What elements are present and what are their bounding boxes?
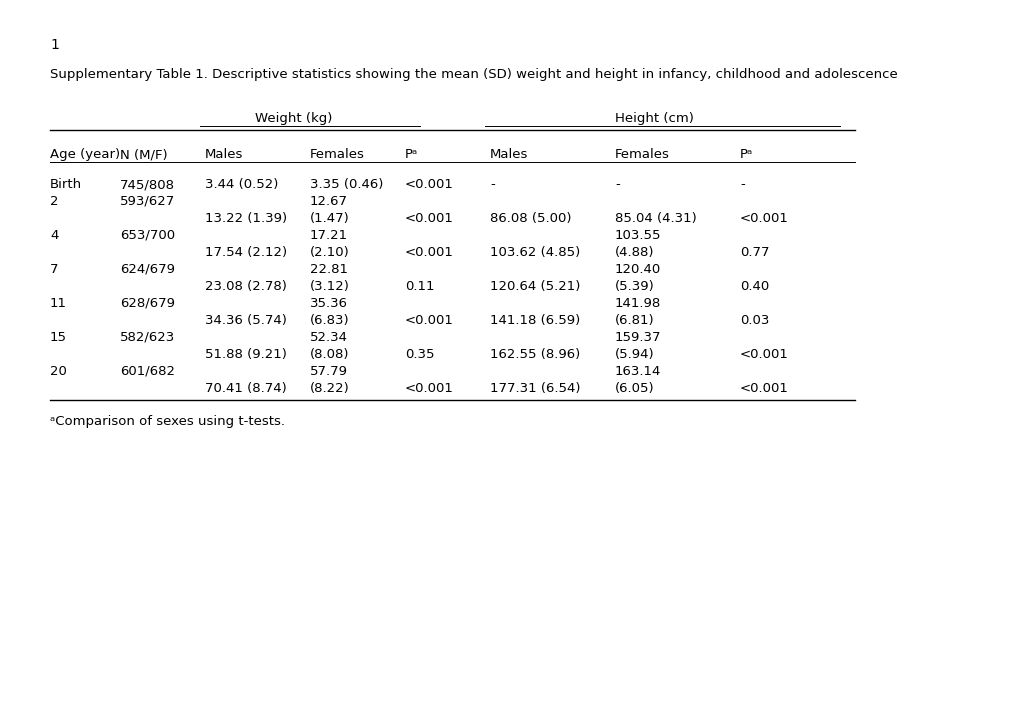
Text: (8.08): (8.08) bbox=[310, 348, 350, 361]
Text: 52.34: 52.34 bbox=[310, 331, 347, 344]
Text: Height (cm): Height (cm) bbox=[614, 112, 693, 125]
Text: 593/627: 593/627 bbox=[120, 195, 175, 208]
Text: (4.88): (4.88) bbox=[614, 246, 654, 259]
Text: ᵃComparison of sexes using t-tests.: ᵃComparison of sexes using t-tests. bbox=[50, 415, 284, 428]
Text: 601/682: 601/682 bbox=[120, 365, 175, 378]
Text: Pᵃ: Pᵃ bbox=[739, 148, 752, 161]
Text: 15: 15 bbox=[50, 331, 67, 344]
Text: <0.001: <0.001 bbox=[405, 246, 453, 259]
Text: 70.41 (8.74): 70.41 (8.74) bbox=[205, 382, 286, 395]
Text: (5.94): (5.94) bbox=[614, 348, 654, 361]
Text: 4: 4 bbox=[50, 229, 58, 242]
Text: 745/808: 745/808 bbox=[120, 178, 175, 191]
Text: 1: 1 bbox=[50, 38, 59, 52]
Text: 86.08 (5.00): 86.08 (5.00) bbox=[489, 212, 571, 225]
Text: Pᵃ: Pᵃ bbox=[405, 148, 418, 161]
Text: -: - bbox=[739, 178, 744, 191]
Text: <0.001: <0.001 bbox=[405, 212, 453, 225]
Text: 0.40: 0.40 bbox=[739, 280, 768, 293]
Text: 120.64 (5.21): 120.64 (5.21) bbox=[489, 280, 580, 293]
Text: <0.001: <0.001 bbox=[739, 348, 788, 361]
Text: 103.62 (4.85): 103.62 (4.85) bbox=[489, 246, 580, 259]
Text: (8.22): (8.22) bbox=[310, 382, 350, 395]
Text: 653/700: 653/700 bbox=[120, 229, 175, 242]
Text: Birth: Birth bbox=[50, 178, 83, 191]
Text: Age (year): Age (year) bbox=[50, 148, 120, 161]
Text: 20: 20 bbox=[50, 365, 67, 378]
Text: Females: Females bbox=[310, 148, 365, 161]
Text: 17.54 (2.12): 17.54 (2.12) bbox=[205, 246, 286, 259]
Text: 0.03: 0.03 bbox=[739, 314, 768, 327]
Text: 163.14: 163.14 bbox=[614, 365, 660, 378]
Text: 628/679: 628/679 bbox=[120, 297, 175, 310]
Text: (1.47): (1.47) bbox=[310, 212, 350, 225]
Text: 34.36 (5.74): 34.36 (5.74) bbox=[205, 314, 286, 327]
Text: 12.67: 12.67 bbox=[310, 195, 347, 208]
Text: 103.55: 103.55 bbox=[614, 229, 661, 242]
Text: Males: Males bbox=[205, 148, 244, 161]
Text: (6.81): (6.81) bbox=[614, 314, 654, 327]
Text: 13.22 (1.39): 13.22 (1.39) bbox=[205, 212, 286, 225]
Text: 51.88 (9.21): 51.88 (9.21) bbox=[205, 348, 286, 361]
Text: (2.10): (2.10) bbox=[310, 246, 350, 259]
Text: -: - bbox=[614, 178, 620, 191]
Text: 2: 2 bbox=[50, 195, 58, 208]
Text: 3.35 (0.46): 3.35 (0.46) bbox=[310, 178, 383, 191]
Text: 11: 11 bbox=[50, 297, 67, 310]
Text: 0.77: 0.77 bbox=[739, 246, 768, 259]
Text: 177.31 (6.54): 177.31 (6.54) bbox=[489, 382, 580, 395]
Text: 162.55 (8.96): 162.55 (8.96) bbox=[489, 348, 580, 361]
Text: <0.001: <0.001 bbox=[405, 178, 453, 191]
Text: <0.001: <0.001 bbox=[405, 314, 453, 327]
Text: 159.37: 159.37 bbox=[614, 331, 661, 344]
Text: 23.08 (2.78): 23.08 (2.78) bbox=[205, 280, 286, 293]
Text: -: - bbox=[489, 178, 494, 191]
Text: Males: Males bbox=[489, 148, 528, 161]
Text: Supplementary Table 1. Descriptive statistics showing the mean (SD) weight and h: Supplementary Table 1. Descriptive stati… bbox=[50, 68, 897, 81]
Text: 141.98: 141.98 bbox=[614, 297, 660, 310]
Text: <0.001: <0.001 bbox=[739, 382, 788, 395]
Text: 120.40: 120.40 bbox=[614, 263, 660, 276]
Text: 22.81: 22.81 bbox=[310, 263, 347, 276]
Text: (6.05): (6.05) bbox=[614, 382, 654, 395]
Text: (5.39): (5.39) bbox=[614, 280, 654, 293]
Text: 624/679: 624/679 bbox=[120, 263, 175, 276]
Text: N (M/F): N (M/F) bbox=[120, 148, 167, 161]
Text: 17.21: 17.21 bbox=[310, 229, 347, 242]
Text: Females: Females bbox=[614, 148, 669, 161]
Text: 0.35: 0.35 bbox=[405, 348, 434, 361]
Text: 57.79: 57.79 bbox=[310, 365, 347, 378]
Text: <0.001: <0.001 bbox=[739, 212, 788, 225]
Text: 3.44 (0.52): 3.44 (0.52) bbox=[205, 178, 278, 191]
Text: (3.12): (3.12) bbox=[310, 280, 350, 293]
Text: 582/623: 582/623 bbox=[120, 331, 175, 344]
Text: (6.83): (6.83) bbox=[310, 314, 350, 327]
Text: <0.001: <0.001 bbox=[405, 382, 453, 395]
Text: 35.36: 35.36 bbox=[310, 297, 347, 310]
Text: 85.04 (4.31): 85.04 (4.31) bbox=[614, 212, 696, 225]
Text: Weight (kg): Weight (kg) bbox=[255, 112, 332, 125]
Text: 141.18 (6.59): 141.18 (6.59) bbox=[489, 314, 580, 327]
Text: 0.11: 0.11 bbox=[405, 280, 434, 293]
Text: 7: 7 bbox=[50, 263, 58, 276]
